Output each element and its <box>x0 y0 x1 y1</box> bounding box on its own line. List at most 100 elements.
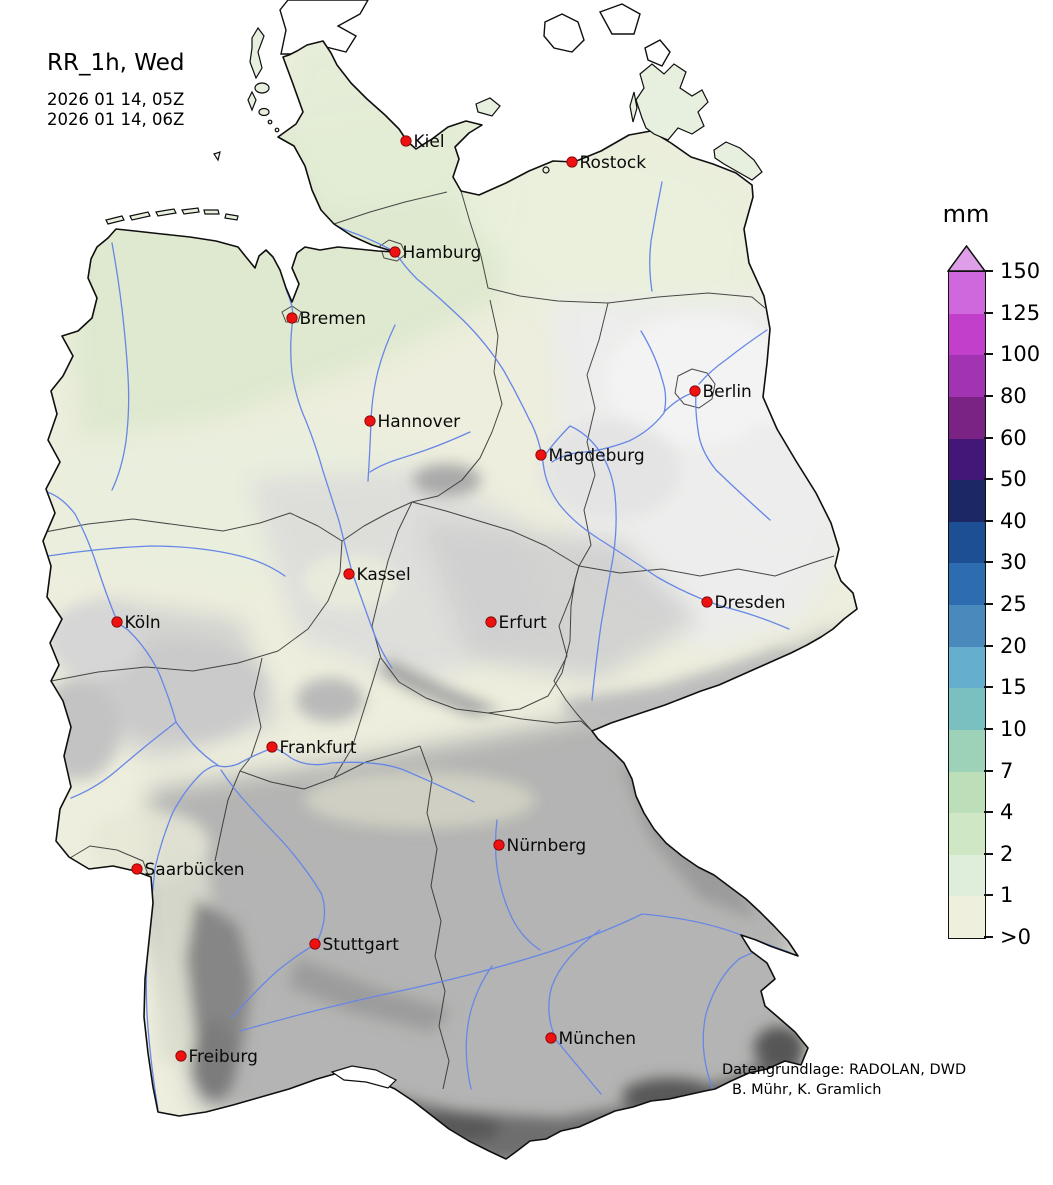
colorbar-tick-label: 50 <box>1000 467 1027 492</box>
city-label: Rostock <box>580 153 647 173</box>
city-label: Nürnberg <box>507 836 587 856</box>
city-marker <box>689 385 701 397</box>
timestamp-end: 2026 01 14, 06Z <box>47 110 185 129</box>
colorbar-tick-label: 10 <box>1000 716 1027 741</box>
colorbar-segment <box>949 688 985 730</box>
city-label: Dresden <box>715 593 786 613</box>
colorbar-segment <box>949 480 985 522</box>
colorbar-segment <box>949 521 985 564</box>
city-marker <box>485 616 497 628</box>
colorbar-tick-mark <box>984 852 993 855</box>
city-marker <box>175 1050 187 1062</box>
city-label: Kiel <box>414 132 445 152</box>
colorbar-segment <box>949 646 985 689</box>
colorbar-tick-label: 80 <box>1000 383 1027 408</box>
denmark-landmass <box>279 0 671 67</box>
colorbar-tick-label: 7 <box>1000 758 1014 783</box>
colorbar-tick-mark <box>984 811 993 814</box>
colorbar-tick-mark <box>984 436 993 439</box>
colorbar-segment <box>949 313 985 356</box>
germany-outline <box>42 40 858 1160</box>
city-markers-layer: Kiel Rostock Hamburg Bremen Hannover Berlin Ma… <box>111 132 786 1067</box>
colorbar-tick-mark <box>984 686 993 689</box>
colorbar-tick-mark <box>984 936 993 938</box>
colorbar-segment <box>949 813 985 855</box>
colorbar-tick-label: 30 <box>1000 550 1027 575</box>
city-label: Stuttgart <box>323 935 400 955</box>
city-marker <box>111 616 123 628</box>
city-marker <box>131 863 143 875</box>
colorbar-tick-label: 25 <box>1000 592 1027 616</box>
colorbar-tick-label: 20 <box>1000 633 1027 658</box>
colorbar-segment <box>949 438 985 481</box>
city-marker <box>266 741 278 753</box>
city-marker <box>286 312 298 324</box>
city-marker <box>545 1032 557 1044</box>
colorbar-tick-mark <box>984 561 993 564</box>
city-label: Erfurt <box>499 613 547 633</box>
city-marker <box>566 156 578 168</box>
timestamps: 2026 01 14, 05Z 2026 01 14, 06Z <box>47 90 184 130</box>
city-label: Hamburg <box>403 243 482 263</box>
colorbar-segment <box>949 272 985 314</box>
city-marker <box>343 568 355 580</box>
colorbar-segment <box>949 355 985 397</box>
city-marker <box>309 938 321 950</box>
colorbar-segment <box>949 563 985 605</box>
colorbar-tick-mark <box>984 394 993 397</box>
colorbar-tick-mark <box>984 478 993 481</box>
city-marker <box>389 246 401 258</box>
title-block: RR_1h, Wed 2026 01 14, 05Z 2026 01 14, 0… <box>47 50 184 130</box>
city-label: München <box>559 1029 637 1049</box>
lake-constance <box>330 1065 398 1089</box>
city-label: Köln <box>125 613 161 633</box>
city-marker <box>493 839 505 851</box>
city-label: Bremen <box>300 309 367 329</box>
colorbar-segment <box>949 605 985 647</box>
city-label: Kassel <box>357 565 411 585</box>
city-marker <box>364 415 376 427</box>
attribution-authors: B. Mühr, K. Gramlich <box>732 1082 882 1098</box>
timestamp-start: 2026 01 14, 05Z <box>47 90 185 109</box>
city-marker <box>535 449 547 461</box>
city-label: Saarbücken <box>145 860 245 880</box>
colorbar-tick-mark <box>984 727 993 730</box>
city-marker <box>400 135 412 147</box>
state-borders <box>44 190 835 1090</box>
colorbar-segment <box>949 729 985 772</box>
colorbar-gradient-bar <box>948 271 986 939</box>
colorbar-tick-mark <box>984 270 993 272</box>
precipitation-colorbar: mm 150 125 100 80 60 50 40 30 25 20 15 10 7 4 2 1 >0 <box>900 200 1053 990</box>
city-label: Hannover <box>378 412 461 432</box>
colorbar-tick-mark <box>984 519 993 522</box>
colorbar-tick-label: 150 <box>1000 259 1041 283</box>
colorbar-tick-mark <box>984 769 993 772</box>
colorbar-tick-mark <box>984 353 993 356</box>
city-label: Freiburg <box>189 1047 258 1067</box>
colorbar-tick-label: 4 <box>1000 800 1014 825</box>
colorbar-segment <box>949 896 985 938</box>
colorbar-tick-label: 15 <box>1000 675 1027 700</box>
colorbar-tick-mark <box>984 644 993 647</box>
colorbar-tick-label: 125 <box>1000 300 1041 325</box>
colorbar-tick-mark <box>984 311 993 314</box>
attribution: Datengrundlage: RADOLAN, DWD B. Mühr, K.… <box>722 1060 966 1100</box>
islands <box>105 26 763 225</box>
attribution-source: Datengrundlage: RADOLAN, DWD <box>722 1062 967 1078</box>
colorbar-segment <box>949 396 985 439</box>
city-label: Frankfurt <box>280 738 357 758</box>
colorbar-tick-mark <box>984 894 993 897</box>
colorbar-overflow-arrow <box>946 245 986 272</box>
colorbar-tick-label: >0 <box>1000 925 1031 949</box>
map-title: RR_1h, Wed <box>47 50 185 76</box>
colorbar-tick-label: 1 <box>1000 883 1014 908</box>
colorbar-unit-label: mm <box>942 200 990 228</box>
city-marker <box>701 596 713 608</box>
colorbar-tick-label: 40 <box>1000 508 1027 533</box>
city-label: Berlin <box>703 382 752 402</box>
colorbar-tick-label: 100 <box>1000 342 1041 367</box>
colorbar-tick-label: 2 <box>1000 841 1014 866</box>
